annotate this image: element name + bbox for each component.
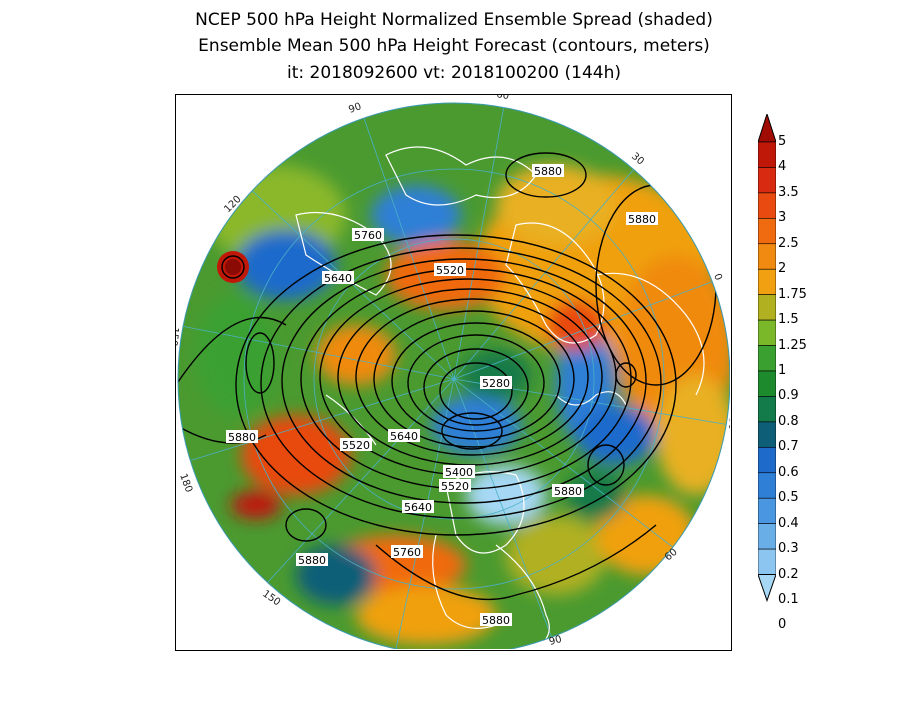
lon-label: 60 — [495, 95, 509, 102]
spread-patch — [506, 515, 606, 595]
colorbar-band — [758, 167, 776, 194]
spread-patch — [356, 585, 496, 645]
colorbar-band — [758, 370, 776, 397]
contour-label: 5880 — [554, 485, 582, 498]
contour-label: 5640 — [324, 272, 352, 285]
map-frame: 5880 5880 5760 5520 5640 5280 5880 5520 … — [175, 94, 732, 651]
contour-label: 5880 — [298, 554, 326, 567]
contour-label: 5880 — [628, 213, 656, 226]
contour-label: 5640 — [404, 501, 432, 514]
colorbar-band — [758, 243, 776, 270]
colorbar-band — [758, 294, 776, 321]
contour-label: 5520 — [342, 439, 370, 452]
contour-label: 5520 — [441, 480, 469, 493]
colorbar-band — [758, 497, 776, 524]
colorbar-label: 2 — [778, 261, 787, 277]
spread-patch — [196, 295, 276, 415]
spread-patch — [566, 470, 626, 520]
colorbar-label: 0.6 — [778, 464, 799, 480]
colorbar-label: 1.75 — [778, 286, 807, 302]
spread-patch — [316, 325, 396, 385]
contour-label: 5760 — [393, 546, 421, 559]
colorbar-band — [758, 421, 776, 448]
colorbar-bottom-arrow — [758, 574, 776, 603]
colorbar-label: 0.8 — [778, 413, 799, 429]
lon-label: 180 — [177, 472, 194, 494]
contour-labels: 5880 5880 5760 5520 5640 5280 5880 5520 … — [226, 164, 658, 627]
colorbar-band — [758, 447, 776, 474]
colorbar-label: 1 — [778, 363, 787, 378]
meridian-lines — [178, 103, 730, 649]
colorbar-band — [758, 396, 776, 423]
polar-map: 5880 5880 5760 5520 5640 5280 5880 5520 … — [176, 95, 730, 649]
contour-label: 5400 — [445, 466, 473, 479]
colorbar — [758, 114, 776, 603]
colorbar-label: 3.5 — [778, 184, 799, 200]
colorbar-label: 0.7 — [778, 439, 799, 455]
colorbar-band — [758, 218, 776, 245]
colorbar-label: 0.1 — [778, 592, 799, 607]
lon-label: 90 — [548, 634, 563, 648]
colorbar-label: 1.25 — [778, 337, 807, 353]
colorbar-label: 0.3 — [778, 541, 799, 557]
contour-label: 5880 — [534, 165, 562, 178]
colorbar-label: 0.5 — [778, 490, 799, 506]
colorbar-label: 0.9 — [778, 388, 799, 404]
colorbar-band — [758, 192, 776, 219]
colorbar-label: 3 — [778, 210, 787, 226]
colorbar-band — [758, 141, 776, 168]
colorbar-label: 0 — [778, 617, 787, 633]
contour-label: 5640 — [390, 430, 418, 443]
contour-label: 5280 — [482, 377, 510, 390]
lon-label: 90 — [347, 101, 363, 116]
spread-patch — [236, 230, 336, 300]
colorbar-label: 1.5 — [778, 312, 799, 328]
colorbar-label: 2.5 — [778, 235, 799, 251]
colorbar-label: 4 — [778, 159, 787, 175]
map-disk-edge — [177, 102, 730, 649]
lon-label: 30 — [726, 417, 730, 431]
spread-patch — [231, 491, 281, 519]
contour-label: 5880 — [228, 431, 256, 444]
colorbar-band — [758, 472, 776, 499]
title-line-2: Ensemble Mean 500 hPa Height Forecast (c… — [198, 36, 710, 56]
lon-label: 150 — [176, 327, 180, 347]
lon-label: 0 — [711, 272, 724, 282]
colorbar-label: 0.2 — [778, 566, 799, 582]
colorbar-top-arrow — [758, 114, 776, 143]
contour-label: 5760 — [354, 229, 382, 242]
title-line-1: NCEP 500 hPa Height Normalized Ensemble … — [195, 10, 713, 30]
colorbar-label: 5 — [778, 134, 787, 149]
colorbar-band — [758, 523, 776, 550]
colorbar-band — [758, 268, 776, 295]
colorbar-label: 0.4 — [778, 515, 799, 531]
colorbar-band — [758, 345, 776, 372]
colorbar-band — [758, 319, 776, 346]
contour-label: 5880 — [482, 614, 510, 627]
spread-patch — [371, 185, 461, 245]
spread-max — [225, 259, 241, 275]
contour-label: 5520 — [436, 264, 464, 277]
colorbar-band — [758, 548, 776, 575]
lon-label: 30 — [629, 151, 646, 168]
title-line-3: it: 2018092600 vt: 2018100200 (144h) — [287, 63, 621, 83]
